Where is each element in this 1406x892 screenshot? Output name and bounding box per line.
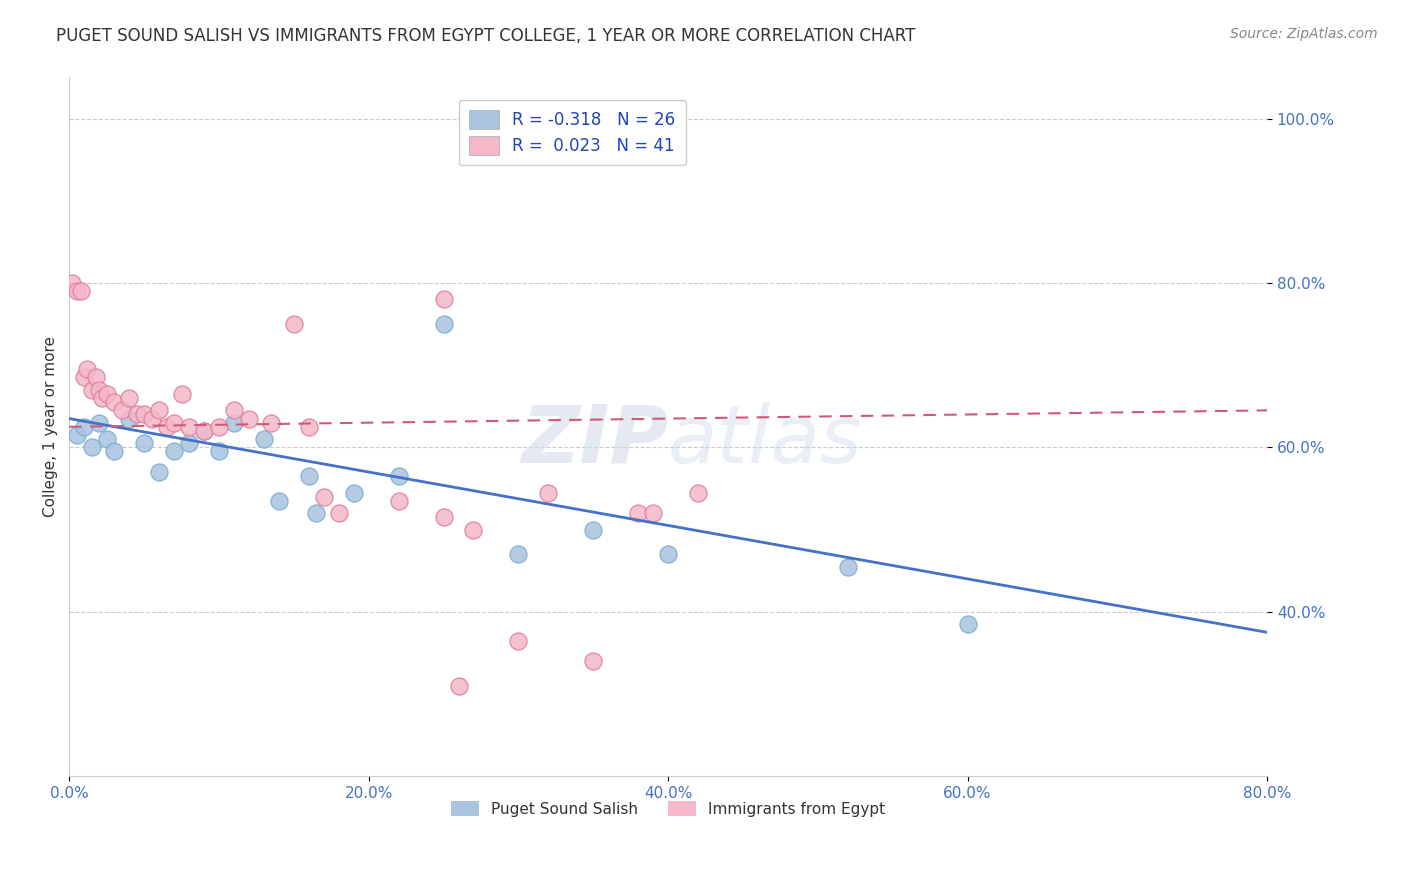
Legend: Puget Sound Salish, Immigrants from Egypt: Puget Sound Salish, Immigrants from Egyp… (443, 793, 893, 824)
Point (118, 391, 141, 405)
Point (208, 444, 231, 458)
Point (76, 362, 98, 376)
Point (89, 416, 111, 430)
Point (305, 506, 328, 520)
Point (111, 403, 134, 417)
Point (627, 506, 650, 520)
Point (91, 391, 114, 405)
Point (132, 436, 155, 450)
Point (103, 395, 125, 409)
Point (118, 411, 141, 425)
Point (260, 416, 283, 430)
Point (177, 436, 200, 450)
Point (463, 523, 485, 537)
Point (657, 547, 679, 561)
Point (298, 419, 321, 434)
Point (688, 485, 710, 500)
Point (70, 284, 93, 298)
Point (60, 276, 83, 290)
Point (253, 432, 276, 446)
Point (388, 493, 411, 508)
Point (238, 411, 260, 425)
Point (432, 317, 454, 331)
Point (96, 387, 118, 401)
Point (66, 428, 89, 442)
Point (170, 387, 193, 401)
Point (582, 523, 605, 537)
Point (222, 403, 245, 417)
Point (537, 485, 560, 500)
Y-axis label: College, 1 year or more: College, 1 year or more (44, 336, 58, 517)
Text: atlas: atlas (668, 401, 863, 480)
Point (177, 419, 200, 434)
Point (643, 506, 665, 520)
Point (837, 559, 859, 574)
Point (432, 510, 454, 524)
Point (328, 506, 350, 520)
Point (155, 419, 177, 434)
Point (447, 679, 470, 693)
Text: PUGET SOUND SALISH VS IMMIGRANTS FROM EGYPT COLLEGE, 1 YEAR OR MORE CORRELATION : PUGET SOUND SALISH VS IMMIGRANTS FROM EG… (56, 27, 915, 45)
Point (84, 370, 107, 384)
Point (80, 383, 103, 397)
Point (96, 432, 118, 446)
Point (66, 284, 89, 298)
Point (388, 469, 411, 483)
Point (267, 493, 290, 508)
Point (163, 444, 186, 458)
Text: ZIP: ZIP (520, 401, 668, 480)
Point (141, 411, 163, 425)
Point (148, 465, 170, 479)
Point (343, 485, 366, 500)
Point (298, 469, 321, 483)
Point (222, 416, 245, 430)
Point (132, 408, 155, 422)
Point (508, 633, 530, 648)
Point (208, 419, 231, 434)
Point (163, 416, 186, 430)
Point (312, 490, 335, 504)
Point (73, 419, 96, 434)
Point (432, 293, 454, 307)
Point (80, 441, 103, 455)
Point (508, 547, 530, 561)
Point (73, 370, 96, 384)
Point (125, 408, 148, 422)
Point (283, 317, 305, 331)
Point (193, 424, 215, 438)
Text: Source: ZipAtlas.com: Source: ZipAtlas.com (1230, 27, 1378, 41)
Point (582, 654, 605, 668)
Point (193, 424, 215, 438)
Point (148, 403, 170, 417)
Point (103, 444, 125, 458)
Point (89, 383, 111, 397)
Point (956, 617, 979, 632)
